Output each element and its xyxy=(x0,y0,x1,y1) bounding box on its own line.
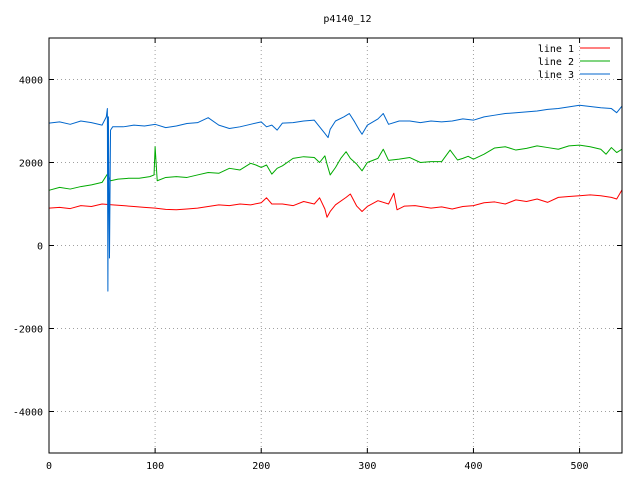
series-line-3 xyxy=(48,104,623,292)
y-tick-label: -4000 xyxy=(13,408,43,419)
x-tick-label: 100 xyxy=(146,461,164,472)
series-line-1 xyxy=(48,189,623,218)
y-tick-label: 4000 xyxy=(19,76,43,87)
x-tick-label: 0 xyxy=(46,461,52,472)
x-tick-label: 400 xyxy=(464,461,482,472)
series-group xyxy=(48,104,623,292)
legend-label: line 3 xyxy=(538,70,574,81)
y-tick-label: -2000 xyxy=(13,325,43,336)
x-tick-label: 300 xyxy=(358,461,376,472)
series-line-2 xyxy=(48,144,623,191)
legend-label: line 1 xyxy=(538,44,574,55)
axis-ticks: 0 100 200 300 400 500 -4000 -2000 0 2000 4000 xyxy=(13,38,622,472)
chart-title: p4140_12 xyxy=(323,14,371,25)
legend: line 1 line 2 line 3 xyxy=(538,44,610,81)
y-tick-label: 0 xyxy=(37,242,43,253)
legend-label: line 2 xyxy=(538,57,574,68)
y-tick-label: 2000 xyxy=(19,159,43,170)
x-tick-label: 500 xyxy=(571,461,589,472)
x-tick-label: 200 xyxy=(252,461,270,472)
